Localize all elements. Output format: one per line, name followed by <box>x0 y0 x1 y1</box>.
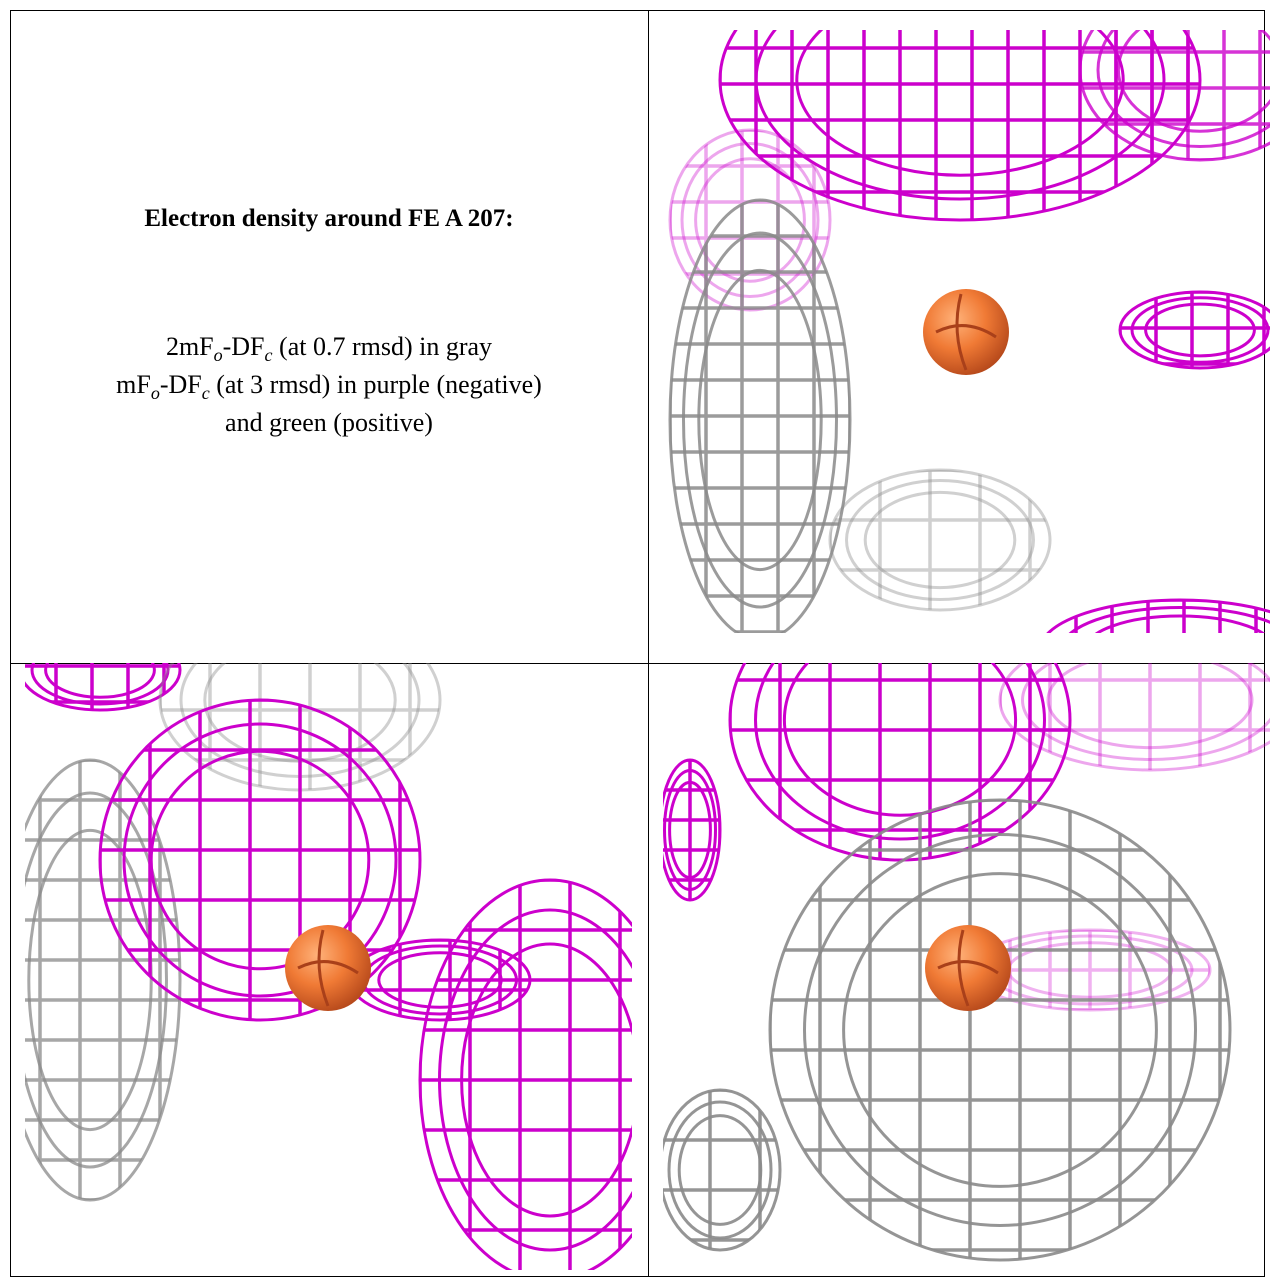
caption-cell: Electron density around FE A 207: 2mFo-D… <box>10 10 648 663</box>
mesh-contour <box>122 722 398 998</box>
mesh <box>830 470 1050 610</box>
mesh-contour <box>27 828 153 1132</box>
mesh-contour <box>845 479 1035 601</box>
mesh-contour <box>1118 290 1270 370</box>
mesh-contour <box>25 663 182 712</box>
subscript: o <box>213 345 223 366</box>
mesh-contour <box>682 231 838 609</box>
mesh-contour <box>754 30 1166 201</box>
legend-text: mF <box>116 370 151 399</box>
mesh <box>720 30 1200 220</box>
mesh-contour <box>694 157 806 283</box>
mesh-contour <box>1021 663 1270 761</box>
mesh-contour <box>718 30 1202 222</box>
mesh-contour <box>697 268 823 572</box>
mesh-contour <box>828 468 1052 612</box>
mesh <box>1080 30 1270 160</box>
mesh-contour <box>768 798 1232 1262</box>
mesh-contour <box>663 758 722 902</box>
mesh-contour <box>863 490 1017 590</box>
mesh-contour <box>438 908 632 1252</box>
mesh-contour <box>998 663 1270 772</box>
legend-text: and green (positive) <box>225 408 433 437</box>
mesh-contour <box>377 951 503 1009</box>
legend-line: mFo-DFc (at 3 rmsd) in purple (negative) <box>10 366 648 404</box>
mesh-contour <box>1094 614 1266 633</box>
density-panel-2 <box>25 663 632 1270</box>
atom-shading <box>297 929 359 1007</box>
legend-text: 2mF <box>165 332 214 361</box>
mesh-contour <box>667 1100 773 1240</box>
legend-line: 2mFo-DFc (at 0.7 rmsd) in gray <box>10 328 648 366</box>
mesh <box>1000 663 1270 770</box>
mesh-contour <box>25 791 168 1169</box>
mesh-contour <box>1046 663 1254 750</box>
mesh-contour <box>149 749 371 971</box>
mesh-contour <box>1046 598 1270 633</box>
caption-title: Electron density around FE A 207: <box>144 205 514 232</box>
mesh-contour <box>668 780 712 880</box>
caption-legend: 2mFo-DFc (at 0.7 rmsd) in gray mFo-DFc (a… <box>10 328 648 442</box>
mesh-contour <box>1078 30 1270 162</box>
mesh-contour <box>677 1114 763 1226</box>
mesh-contour <box>668 198 852 633</box>
legend-text: (at 3 rmsd) in purple (negative) <box>209 370 542 399</box>
mesh-contour <box>663 1088 782 1252</box>
mesh-contour <box>44 663 156 699</box>
mesh-contour <box>680 142 820 298</box>
mesh-contour <box>1096 30 1270 148</box>
mesh-contour <box>460 942 632 1218</box>
mesh-contour <box>1144 302 1256 358</box>
mesh <box>770 800 1230 1260</box>
legend-text: (at 0.7 rmsd) in gray <box>272 332 493 361</box>
mesh-contour <box>25 758 182 1202</box>
mesh-contour <box>1068 606 1270 633</box>
atom-shading <box>935 293 997 371</box>
mesh-contour <box>418 878 632 1270</box>
mesh-contour <box>668 128 832 312</box>
mesh-contour <box>30 663 170 706</box>
mesh <box>1040 600 1270 633</box>
mesh-contour <box>1130 296 1270 364</box>
fe-atom <box>285 925 371 1011</box>
mesh-contour <box>842 872 1158 1188</box>
atom-shading <box>937 929 999 1007</box>
mesh-contour <box>754 663 1046 841</box>
mesh-contour <box>803 833 1197 1227</box>
subscript: c <box>201 383 210 404</box>
mesh-contour <box>795 30 1125 177</box>
density-panel-3 <box>663 663 1270 1262</box>
legend-line: and green (positive) <box>10 404 648 442</box>
subscript: c <box>264 345 273 366</box>
mesh-contour <box>1116 30 1270 133</box>
subscript: o <box>150 383 160 404</box>
fe-atom <box>925 925 1011 1011</box>
mesh-contour <box>663 769 717 891</box>
legend-text: -DF <box>159 370 202 399</box>
fe-atom <box>923 289 1009 375</box>
mesh-contour <box>728 663 1072 862</box>
legend-text: -DF <box>222 332 265 361</box>
mesh-contour <box>98 698 422 1022</box>
mesh-contour <box>782 663 1018 817</box>
density-panel-1 <box>668 30 1270 633</box>
